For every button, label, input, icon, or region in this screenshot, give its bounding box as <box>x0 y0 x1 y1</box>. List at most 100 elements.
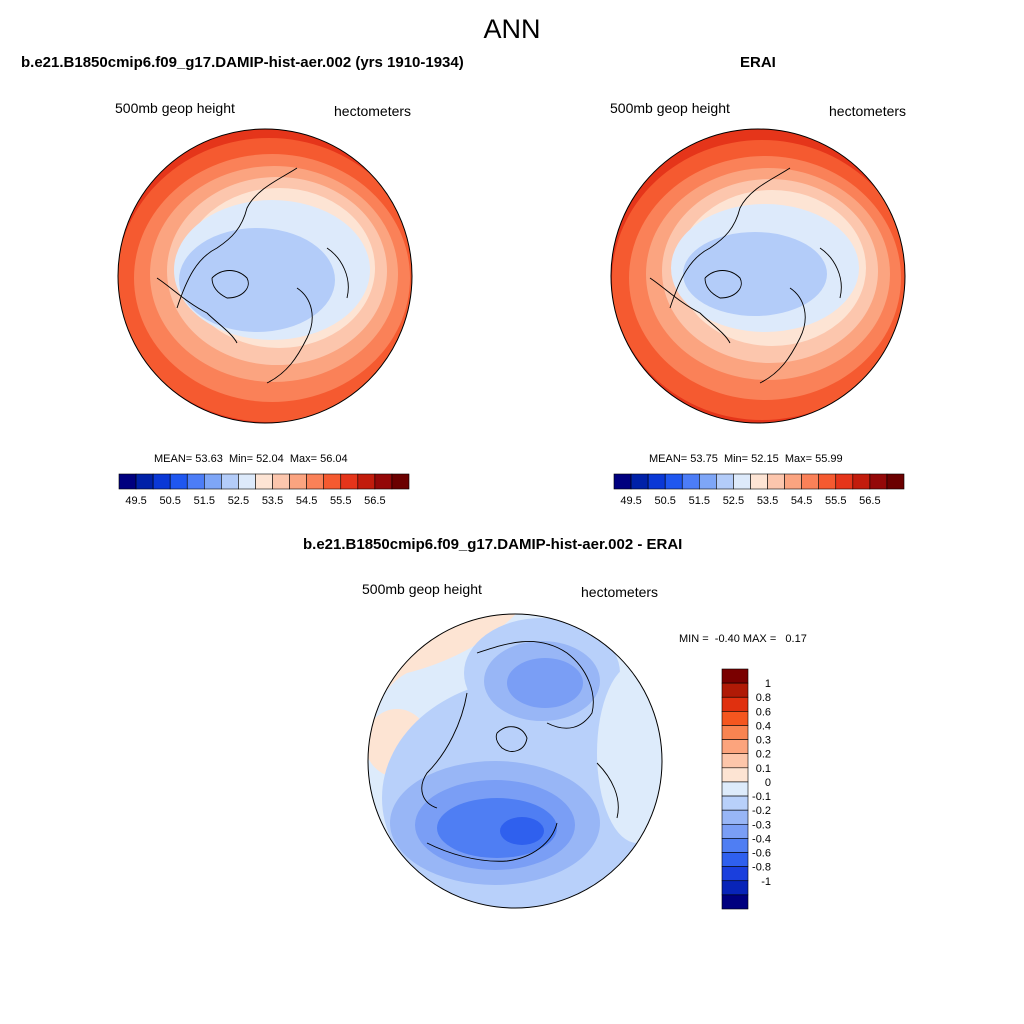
diff-colorbar-swatch <box>721 880 749 896</box>
panel-model-colorbar-swatch <box>118 473 137 490</box>
diff-colorbar-tick-label: 0.4 <box>756 720 771 732</box>
panel-obs-colorbar-tick-label: 56.5 <box>859 495 880 507</box>
diff-colorbar-swatch <box>721 795 749 811</box>
diff-colorbar-swatch <box>721 725 749 740</box>
panel-obs-colorbar-swatch <box>767 473 785 490</box>
panel-model-colorbar-swatch <box>374 473 393 490</box>
panel-obs-colorbar-swatch <box>852 473 871 490</box>
diff-colorbar-swatch <box>721 894 749 910</box>
panel-obs-colorbar-tick-label: 51.5 <box>689 495 710 507</box>
diff-colorbar-tick-label: 1 <box>765 678 771 690</box>
panel-obs-units-label: hectometers <box>829 103 907 119</box>
diff-colorbar-swatch <box>721 767 749 783</box>
diff-colorbar-tick-label: -0.6 <box>752 848 771 860</box>
panel-model-colorbar-swatch <box>152 473 171 490</box>
panel-obs-colorbar-swatch <box>613 473 632 490</box>
panel-model-colorbar-swatch <box>323 473 342 490</box>
panel-model-colorbar-tick-label: 50.5 <box>159 495 180 507</box>
diff-colorbar-swatch <box>721 781 749 797</box>
diff-colorbar-swatch <box>721 823 749 839</box>
panel-model-colorbar-swatch <box>255 473 273 490</box>
diff-colorbar-swatch <box>721 711 749 726</box>
panel-obs-colorbar-swatch <box>681 473 700 490</box>
panel-obs-colorbar-tick-label: 53.5 <box>757 495 778 507</box>
diff-panel-units-label: hectometers <box>581 584 659 600</box>
diff-colorbar-swatch <box>721 852 749 867</box>
panel-model-colorbar-swatch <box>169 473 188 490</box>
panel-obs-coastlines <box>649 167 842 384</box>
diff-panel-coastlines <box>421 641 619 862</box>
panel-obs-colorbar-tick-label: 50.5 <box>654 495 675 507</box>
panel-model-colorbar-swatch <box>238 473 256 490</box>
panel-model-colorbar-swatch <box>135 473 154 490</box>
panel-model-colorbar-swatch <box>221 473 239 490</box>
panel-obs-colorbar-swatch <box>784 473 802 490</box>
panel-model-units-label: hectometers <box>334 103 412 119</box>
panel-obs-colorbar-swatch <box>835 473 854 490</box>
diff-colorbar-tick-label: 0.8 <box>756 692 771 704</box>
diff-colorbar-tick-label: -0.2 <box>752 805 771 817</box>
diff-colorbar-swatch <box>721 696 749 712</box>
diff-colorbar-tick-label: 0 <box>765 777 771 789</box>
diff-colorbar-swatch <box>721 753 749 769</box>
diff-colorbar-swatch <box>721 838 749 853</box>
panel-obs-colorbar-swatch <box>886 473 905 490</box>
panel-obs-colorbar-tick-label: 54.5 <box>791 495 812 507</box>
diff-colorbar-tick-label: 0.1 <box>756 763 771 775</box>
panel-obs-variable-label: 500mb geop height <box>610 100 730 116</box>
diff-colorbar-tick-label: -0.4 <box>752 833 771 845</box>
diff-colorbar-tick-label: -0.3 <box>752 819 771 831</box>
panel-obs-title: ERAI <box>740 54 776 71</box>
panel-obs-colorbar-tick-label: 52.5 <box>723 495 744 507</box>
diff-colorbar: 1 0.8 0.6 0.4 0.3 0.2 0.1 0 -0.1 -0.2 -0.3 -0.4 -0.6… <box>721 668 771 910</box>
panel-obs-colorbar-swatch <box>801 473 820 490</box>
panel-model-map <box>117 128 413 424</box>
diff-panel-map <box>367 613 663 909</box>
panel-obs-colorbar-swatch <box>647 473 666 490</box>
main-title: ANN <box>483 14 541 44</box>
panel-model-colorbar-swatch <box>306 473 325 490</box>
panel-model-colorbar-swatch <box>203 473 222 490</box>
panel-obs-colorbar-swatch <box>664 473 683 490</box>
panel-obs-colorbar: 49.5 50.5 51.5 52.5 53.5 54.5 55.5 56.5 <box>613 473 905 507</box>
diff-colorbar-tick-label: -0.1 <box>752 791 771 803</box>
panel-obs-colorbar-swatch <box>818 473 837 490</box>
diff-colorbar-swatch <box>721 809 749 825</box>
diff-panel-minmax: MIN = -0.40 MAX = 0.17 <box>679 633 807 645</box>
diff-colorbar-tick-label: 0.2 <box>756 749 771 761</box>
diff-colorbar-tick-label: 0.3 <box>756 735 771 747</box>
panel-model-colorbar-swatch <box>272 473 290 490</box>
panel-model-colorbar-swatch <box>289 473 307 490</box>
panel-model-colorbar-tick-label: 51.5 <box>194 495 215 507</box>
panel-model-colorbar-swatch <box>357 473 376 490</box>
panel-model-colorbar-tick-label: 53.5 <box>262 495 283 507</box>
diff-colorbar-swatch <box>721 739 749 755</box>
panel-obs-colorbar-swatch <box>869 473 888 490</box>
panel-obs-stats: MEAN= 53.75 Min= 52.15 Max= 55.99 <box>649 453 843 465</box>
panel-model-colorbar-tick-label: 52.5 <box>228 495 249 507</box>
panel-model-coastlines <box>156 167 349 384</box>
panel-model-colorbar-tick-label: 49.5 <box>125 495 146 507</box>
diff-panel-variable-label: 500mb geop height <box>362 581 482 597</box>
diff-colorbar-swatch <box>721 866 749 882</box>
diff-colorbar-swatch <box>721 668 749 684</box>
diff-colorbar-tick-label: 0.6 <box>756 706 771 718</box>
diff-colorbar-swatch <box>721 682 749 698</box>
panel-obs-colorbar-swatch <box>698 473 717 490</box>
diff-colorbar-tick-label: -1 <box>761 876 771 888</box>
panel-model-colorbar-swatch <box>391 473 410 490</box>
panel-model-stats: MEAN= 53.63 Min= 52.04 Max= 56.04 <box>154 453 348 465</box>
panel-obs-colorbar-tick-label: 49.5 <box>620 495 641 507</box>
panel-obs-colorbar-swatch <box>733 473 751 490</box>
panel-obs-map <box>610 128 906 424</box>
diff-colorbar-tick-label: -0.8 <box>752 862 771 874</box>
panel-obs-colorbar-tick-label: 55.5 <box>825 495 846 507</box>
panel-obs-colorbar-swatch <box>716 473 734 490</box>
panel-obs-colorbar-swatch <box>630 473 649 490</box>
panel-obs-colorbar-swatch <box>750 473 768 490</box>
panel-model-colorbar-swatch <box>340 473 359 490</box>
panel-model-colorbar-swatch <box>186 473 205 490</box>
panel-model-variable-label: 500mb geop height <box>115 100 235 116</box>
panel-model-colorbar: 49.5 50.5 51.5 52.5 53.5 54.5 55.5 56.5 <box>118 473 410 507</box>
diff-panel-title: b.e21.B1850cmip6.f09_g17.DAMIP-hist-aer.… <box>303 536 683 553</box>
